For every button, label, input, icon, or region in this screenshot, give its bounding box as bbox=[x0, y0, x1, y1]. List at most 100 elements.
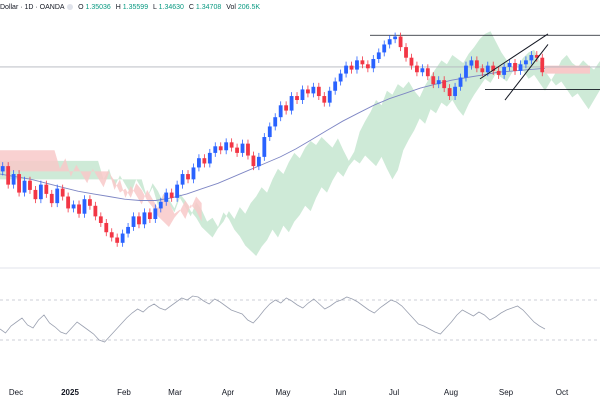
candle-body bbox=[0, 166, 5, 172]
candle-body bbox=[300, 89, 305, 101]
candle-body bbox=[11, 174, 16, 185]
candle-body bbox=[88, 199, 92, 206]
candle-body bbox=[316, 86, 321, 97]
candle-body bbox=[529, 55, 534, 61]
candle-body bbox=[338, 73, 343, 82]
candle-body bbox=[175, 184, 180, 198]
candle-body bbox=[131, 216, 136, 227]
candle-body bbox=[38, 184, 43, 200]
cloud-band-forward bbox=[545, 65, 590, 74]
candle-body bbox=[278, 105, 283, 118]
candle-body bbox=[262, 137, 267, 157]
x-tick-label: Jun bbox=[334, 388, 347, 397]
low-value: 1.34630 bbox=[158, 4, 184, 11]
candle-body bbox=[66, 196, 71, 209]
candle-body bbox=[82, 199, 87, 214]
low-label: L bbox=[153, 4, 157, 11]
candle-body bbox=[464, 65, 468, 78]
candle-body bbox=[49, 193, 54, 204]
candle-body bbox=[518, 64, 523, 71]
candle-body bbox=[44, 184, 49, 194]
candle-body bbox=[213, 146, 218, 153]
candle-body bbox=[420, 68, 425, 73]
candle-body bbox=[71, 204, 76, 209]
candle-body bbox=[251, 155, 256, 167]
candle-body bbox=[126, 226, 130, 234]
candle-body bbox=[322, 96, 327, 103]
candle-body bbox=[273, 117, 278, 127]
candle-body bbox=[540, 57, 545, 73]
candle-body bbox=[349, 65, 354, 70]
rsi-line bbox=[0, 295, 546, 343]
moving-average bbox=[0, 67, 546, 201]
candle-body bbox=[442, 80, 447, 89]
candle-body bbox=[17, 174, 21, 193]
volume-value: 206.5K bbox=[237, 4, 261, 11]
x-tick-label: May bbox=[275, 388, 290, 397]
candle-body bbox=[218, 146, 223, 151]
cloud-band-bearish bbox=[0, 150, 202, 227]
candle-body bbox=[229, 142, 234, 148]
candle-body bbox=[22, 180, 27, 193]
candle-body bbox=[311, 86, 316, 94]
close-value: 1.34708 bbox=[195, 4, 222, 11]
candle-body bbox=[246, 143, 250, 156]
candle-body bbox=[109, 232, 114, 238]
candle-body bbox=[453, 86, 457, 97]
candle-body bbox=[186, 174, 190, 180]
candle-body bbox=[524, 60, 528, 65]
candle-body bbox=[474, 60, 479, 69]
high-value: 1.35599 bbox=[122, 4, 149, 11]
candle-body bbox=[409, 57, 414, 66]
visibility-icon[interactable] bbox=[67, 4, 74, 11]
x-tick-label: Oct bbox=[556, 388, 569, 397]
candle-body bbox=[344, 65, 348, 74]
candle-body bbox=[267, 126, 272, 138]
candle-body bbox=[371, 59, 376, 69]
candle-body bbox=[256, 156, 261, 167]
candle-body bbox=[365, 64, 370, 69]
candle-body bbox=[137, 216, 141, 225]
candle-body bbox=[164, 192, 169, 202]
volume-label: Vol bbox=[226, 4, 236, 11]
wedge-lower bbox=[504, 44, 549, 101]
candle-body bbox=[404, 47, 408, 58]
candle-body bbox=[480, 68, 485, 73]
candle-body bbox=[153, 208, 158, 220]
x-tick-label: Dec bbox=[9, 388, 23, 397]
candle-body bbox=[447, 88, 452, 97]
candle-body bbox=[158, 201, 163, 209]
candle-body bbox=[197, 158, 201, 168]
candle-body bbox=[60, 188, 65, 197]
candle-body bbox=[235, 147, 239, 153]
candle-body bbox=[180, 174, 185, 185]
horizontal-lines bbox=[0, 34, 600, 90]
x-tick-label: Mar bbox=[168, 388, 182, 397]
candle-body bbox=[458, 77, 463, 87]
candle-body bbox=[147, 212, 152, 220]
candle-body bbox=[120, 233, 125, 243]
x-tick-label: Feb bbox=[117, 388, 131, 397]
open-value: 1.35036 bbox=[85, 4, 111, 11]
close-label: C bbox=[188, 4, 194, 11]
candle-body bbox=[55, 188, 60, 204]
legend: Dollar · 1D · OANDA O 1.35036 H 1.35599 … bbox=[0, 4, 263, 11]
candle-body bbox=[289, 96, 294, 111]
x-tick-label: Jul bbox=[389, 388, 399, 397]
candle-body bbox=[496, 70, 501, 75]
x-tick-label: Apr bbox=[222, 388, 235, 397]
wedge-pattern bbox=[479, 33, 549, 101]
candle-body bbox=[360, 60, 365, 65]
candle-body bbox=[104, 222, 109, 233]
candle-body bbox=[240, 143, 245, 153]
candle-body bbox=[306, 89, 310, 94]
candle-body bbox=[202, 158, 207, 164]
candle-body bbox=[534, 55, 539, 58]
candle-body bbox=[169, 192, 174, 198]
candle-body bbox=[295, 96, 299, 101]
candle-body bbox=[191, 167, 196, 180]
x-axis: Dec 2025 Feb Mar Apr May Jun Jul Aug Sep Oct bbox=[9, 388, 569, 397]
rsi-pane bbox=[0, 295, 600, 343]
candle-body bbox=[436, 80, 441, 85]
